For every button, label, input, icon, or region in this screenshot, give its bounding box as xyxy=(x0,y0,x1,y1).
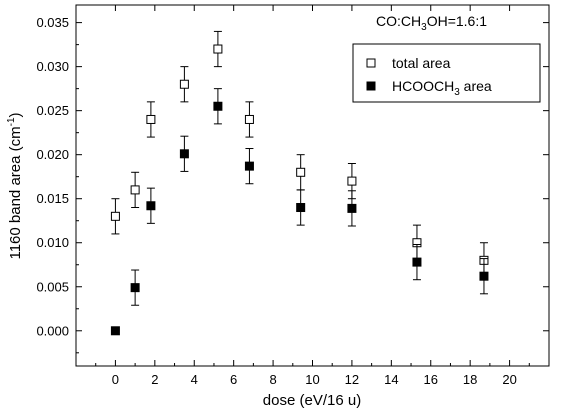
y-tick-label: 0.025 xyxy=(36,103,69,118)
x-tick-label: 10 xyxy=(305,372,319,387)
y-tick-label: 0.005 xyxy=(36,279,69,294)
legend-label: total area xyxy=(392,55,451,71)
data-point xyxy=(244,114,254,124)
x-tick-label: 18 xyxy=(463,372,477,387)
data-point xyxy=(146,201,156,211)
data-point xyxy=(110,326,120,336)
data-point xyxy=(296,203,306,213)
x-axis: 0 2 4 6 8 10 12 14 16 18 20 xyxy=(95,5,530,387)
data-point xyxy=(130,283,140,293)
y-tick-label: 0.000 xyxy=(36,323,69,338)
data-point xyxy=(347,203,357,213)
data-point xyxy=(130,185,140,195)
y-axis-title: 1160 band area (cm-1) xyxy=(6,112,24,259)
x-tick-label: 4 xyxy=(191,372,198,387)
x-tick-label: 16 xyxy=(424,372,438,387)
legend-marker xyxy=(366,81,376,91)
data-point xyxy=(110,211,120,221)
legend-box xyxy=(352,43,541,103)
data-point xyxy=(412,257,422,267)
y-tick-label: 0.020 xyxy=(36,147,69,162)
data-point xyxy=(347,176,357,186)
data-point xyxy=(213,101,223,111)
x-tick-label: 12 xyxy=(345,372,359,387)
series-hcooch3-area xyxy=(110,88,489,336)
x-tick-label: 8 xyxy=(269,372,276,387)
composition-annotation: CO:CH3OH=1.6:1 xyxy=(376,13,487,33)
x-tick-label: 2 xyxy=(151,372,158,387)
x-axis-title: dose (eV/16 u) xyxy=(263,392,361,409)
data-point xyxy=(244,161,254,171)
x-tick-label: 0 xyxy=(112,372,119,387)
data-point xyxy=(179,79,189,89)
x-tick-label: 6 xyxy=(230,372,237,387)
data-point xyxy=(479,271,489,281)
data-point xyxy=(296,167,306,177)
series-layer xyxy=(110,30,489,336)
y-tick-label: 0.015 xyxy=(36,191,69,206)
data-point xyxy=(179,149,189,159)
data-point xyxy=(213,44,223,54)
y-tick-label: 0.035 xyxy=(36,15,69,30)
legend-marker xyxy=(366,58,376,68)
x-tick-label: 14 xyxy=(384,372,398,387)
y-axis: 0.000 0.005 0.010 0.015 0.020 0.025 0.030 0.035 xyxy=(36,15,549,354)
y-tick-label: 0.010 xyxy=(36,235,69,250)
legend: total area HCOOCH3 area xyxy=(352,43,541,103)
data-point xyxy=(146,114,156,124)
x-tick-label: 20 xyxy=(502,372,516,387)
y-tick-label: 0.030 xyxy=(36,59,69,74)
legend-label: HCOOCH3 area xyxy=(392,78,492,98)
